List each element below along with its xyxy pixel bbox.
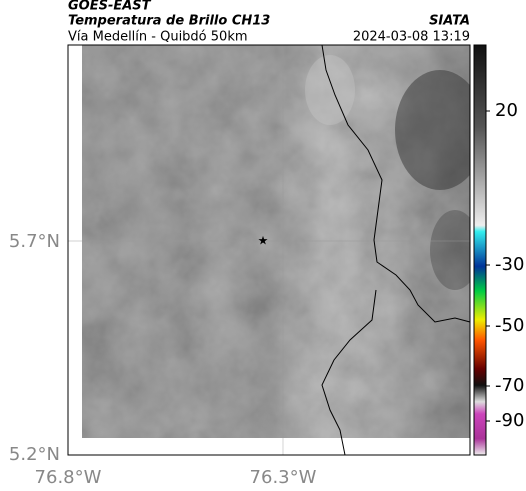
cold-cloud bbox=[395, 70, 470, 190]
subtitle: Vía Medellín - Quibdó 50km bbox=[68, 30, 248, 45]
lat-label: 5.2°N bbox=[9, 444, 60, 465]
colorbar-ticks: 20 -30 -50 -70 -90 bbox=[486, 100, 524, 431]
source: GOES-EAST bbox=[68, 0, 152, 14]
title: Temperatura de Brillo CH13 bbox=[68, 14, 270, 29]
map-frame bbox=[67, 44, 471, 456]
colorbar-tick-label: -90 bbox=[495, 410, 524, 431]
warm-area bbox=[305, 55, 355, 125]
location-star: ★ bbox=[258, 234, 269, 248]
colorbar-tick-label: -30 bbox=[495, 254, 524, 275]
satellite-image bbox=[82, 45, 470, 438]
colorbar-tick-label: 20 bbox=[495, 100, 518, 121]
border bbox=[321, 44, 471, 323]
cold-cloud bbox=[430, 210, 470, 290]
lon-label: 76.3°W bbox=[250, 467, 317, 488]
colorbar-tick-label: -70 bbox=[495, 375, 524, 396]
colorbar bbox=[473, 44, 487, 456]
brand: SIATA bbox=[429, 14, 470, 29]
lat-label: 5.7°N bbox=[9, 231, 60, 252]
timestamp: 2024-03-08 13:19 bbox=[353, 30, 470, 45]
colorbar-tick-label: -50 bbox=[495, 315, 524, 336]
border bbox=[321, 289, 377, 456]
lon-label: 76.8°W bbox=[35, 467, 102, 488]
